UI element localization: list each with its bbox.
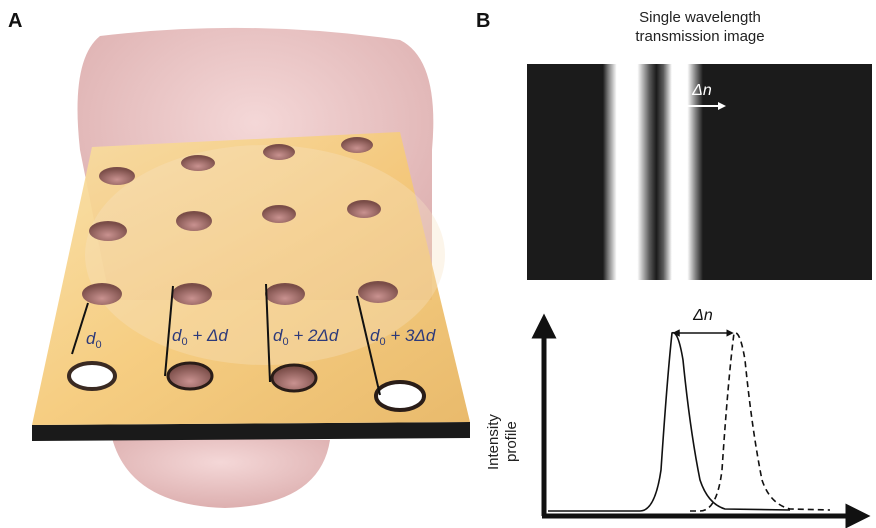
hole bbox=[341, 137, 373, 153]
plot-ylabel-line2: profile bbox=[503, 421, 520, 462]
diameter-line-2 bbox=[164, 285, 174, 377]
diameter-line-3 bbox=[265, 283, 271, 383]
hole bbox=[265, 283, 305, 305]
hole bbox=[166, 361, 214, 391]
image-delta-label: Δn bbox=[691, 82, 712, 99]
hole bbox=[176, 211, 212, 231]
plot-delta-label: Δn bbox=[692, 307, 713, 324]
plate-edge bbox=[32, 422, 470, 441]
panel-a-letter: A bbox=[8, 10, 22, 32]
hole bbox=[181, 155, 215, 171]
transmission-image bbox=[527, 64, 872, 280]
diameter-line-4 bbox=[356, 295, 381, 396]
panel-b-letter: B bbox=[476, 10, 490, 32]
sample-disc bbox=[85, 145, 445, 365]
hole bbox=[270, 363, 318, 393]
panel-b-title-line2: transmission image bbox=[635, 28, 764, 45]
diameter-line-1 bbox=[71, 302, 89, 355]
label-d0-plus-3delta: d0 + 3Δd bbox=[370, 326, 436, 348]
hole bbox=[89, 221, 127, 241]
hole bbox=[358, 281, 398, 303]
hole bbox=[374, 380, 426, 412]
hole bbox=[347, 200, 381, 218]
hole bbox=[262, 205, 296, 223]
hole bbox=[82, 283, 122, 305]
hole bbox=[263, 144, 295, 160]
hole bbox=[67, 361, 117, 391]
hole bbox=[172, 283, 212, 305]
intensity-peak-dashed bbox=[690, 331, 831, 512]
panel-b-title-line1: Single wavelength bbox=[639, 9, 761, 26]
plot-ylabel-line1: Intensity bbox=[485, 414, 502, 470]
hole-array bbox=[67, 137, 426, 412]
hole bbox=[99, 167, 135, 185]
label-d0-plus-2delta: d0 + 2Δd bbox=[273, 326, 339, 348]
panel-a: A bbox=[8, 10, 470, 508]
panel-b: B Single wavelength transmission image Δ… bbox=[476, 9, 872, 528]
sample-cylinder-bottom bbox=[112, 438, 330, 508]
label-d0: d0 bbox=[86, 329, 102, 351]
intensity-peak-solid bbox=[548, 331, 791, 512]
label-d0-plus-delta: d0 + Δd bbox=[172, 326, 228, 348]
